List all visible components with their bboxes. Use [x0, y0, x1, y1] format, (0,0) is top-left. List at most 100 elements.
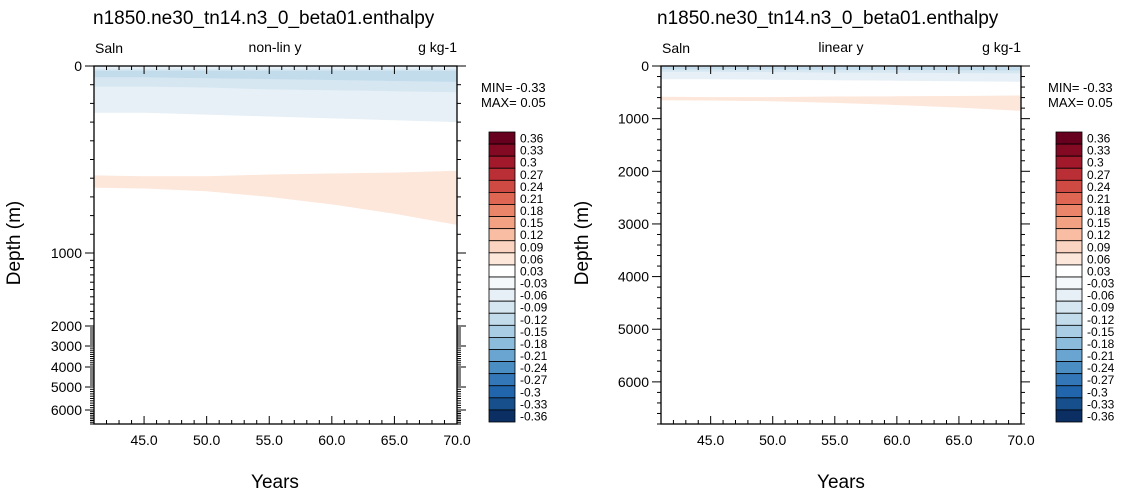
colorbar-label: 0.33 — [1087, 144, 1111, 158]
colorbar-swatch — [1055, 349, 1083, 362]
colorbar-swatch — [488, 192, 516, 205]
colorbar-label: 0.3 — [1087, 156, 1104, 170]
colorbar-swatch — [1055, 252, 1083, 266]
colorbar-label: -0.12 — [1087, 313, 1115, 327]
y-tick-label: 2000 — [618, 163, 649, 179]
colorbar-label: -0.09 — [1087, 301, 1115, 315]
colorbar-label: -0.24 — [1087, 361, 1115, 375]
colorbar-swatch — [1055, 276, 1083, 290]
min-label: MIN= -0.33 — [481, 80, 546, 95]
units-label: g kg-1 — [418, 39, 457, 55]
colorbar-swatch — [1055, 155, 1083, 169]
colorbar-swatch — [1055, 397, 1083, 411]
colorbar-label: -0.18 — [1087, 337, 1115, 351]
y-tick-label: 1000 — [51, 245, 82, 261]
colorbar-swatch — [1055, 228, 1083, 242]
y-axis-label: Depth (m) — [4, 201, 25, 285]
colorbar-swatch — [488, 373, 516, 387]
colorbar-swatch — [1055, 179, 1083, 193]
contour-band — [661, 95, 1021, 111]
colorbar-label: 0.24 — [1087, 180, 1111, 194]
colorbar-label: 0.18 — [1087, 204, 1111, 218]
colorbar-label: 0.09 — [520, 240, 544, 254]
colorbar-swatch — [1055, 240, 1083, 254]
y-tick-label: 3000 — [618, 216, 649, 232]
colorbar-label: 0.21 — [1087, 192, 1111, 206]
x-tick-label: 55.0 — [256, 432, 283, 448]
colorbar-label: 0.21 — [520, 192, 544, 206]
colorbar-swatch — [488, 143, 516, 157]
colorbar-label: -0.15 — [520, 325, 548, 339]
colorbar-label: -0.21 — [1087, 349, 1115, 363]
colorbar-swatch — [488, 397, 516, 411]
colorbar-swatch — [488, 324, 516, 338]
colorbar-label: 0.03 — [1087, 264, 1111, 278]
colorbar-swatch — [1055, 324, 1083, 338]
colorbar-label: 0.3 — [520, 156, 537, 170]
axis-mode-label: linear y — [818, 39, 863, 55]
colorbar-swatch — [488, 349, 516, 362]
colorbar-label: 0.12 — [520, 228, 544, 242]
colorbar-label: -0.24 — [520, 361, 548, 375]
axis-mode-label: non-lin y — [249, 39, 302, 55]
colorbar-swatch — [488, 300, 516, 314]
colorbar-label: -0.06 — [520, 289, 548, 303]
colorbar-swatch — [488, 204, 516, 217]
y-tick-label: 3000 — [51, 338, 82, 354]
colorbar-swatch — [488, 409, 516, 423]
x-tick-label: 60.0 — [318, 432, 345, 448]
colorbar-swatch — [1055, 312, 1083, 326]
colorbar-label: 0.27 — [520, 168, 544, 182]
colorbar-swatch — [1055, 361, 1083, 375]
colorbar-swatch — [1055, 300, 1083, 314]
colorbar-label: -0.18 — [520, 337, 548, 351]
max-label: MAX= 0.05 — [1048, 95, 1113, 110]
colorbar-label: -0.06 — [1087, 289, 1115, 303]
colorbar-swatch — [1055, 143, 1083, 157]
colorbar-swatch — [488, 337, 516, 350]
colorbar-swatch — [1055, 167, 1083, 181]
colorbar-label: -0.03 — [520, 277, 548, 291]
colorbar-label: 0.15 — [1087, 216, 1111, 230]
colorbar-label: -0.27 — [520, 373, 548, 387]
units-label: g kg-1 — [982, 39, 1021, 55]
colorbar-label: -0.33 — [1087, 397, 1115, 411]
colorbar-swatch — [1055, 373, 1083, 387]
plot-frame — [93, 65, 458, 425]
colorbar-swatch — [488, 155, 516, 169]
colorbar-label: -0.27 — [1087, 373, 1115, 387]
colorbar-swatch — [1055, 385, 1083, 399]
plot-frame — [660, 65, 1022, 425]
colorbar-label: 0.36 — [1087, 132, 1111, 146]
colorbar-label: 0.06 — [1087, 252, 1111, 266]
x-tick-label: 50.0 — [193, 432, 220, 448]
colorbar-label: 0.03 — [520, 264, 544, 278]
colorbar-label: 0.33 — [520, 144, 544, 158]
x-tick-label: 50.0 — [759, 432, 786, 448]
colorbar-swatch — [488, 312, 516, 326]
y-tick-label: 6000 — [618, 374, 649, 390]
colorbar-label: 0.24 — [520, 180, 544, 194]
colorbar-label: 0.15 — [520, 216, 544, 230]
colorbar-label: -0.33 — [520, 397, 548, 411]
colorbar-swatch — [1055, 192, 1083, 205]
colorbar-label: 0.09 — [1087, 240, 1111, 254]
colorbar-swatch — [488, 131, 516, 145]
x-tick-label: 45.0 — [697, 432, 724, 448]
y-tick-label: 5000 — [618, 321, 649, 337]
x-axis-label: Years — [251, 472, 299, 493]
colorbar-swatch — [488, 252, 516, 266]
y-tick-label: 0 — [74, 58, 82, 74]
contour-band — [94, 170, 457, 225]
colorbar-label: -0.03 — [1087, 277, 1115, 291]
colorbar-label: 0.36 — [520, 132, 544, 146]
colorbar-swatch — [1055, 264, 1083, 278]
plot-area: 45.0 50.0 55.0 60.0 65.0 70.0 0 1000 2000 3000 400… — [51, 58, 471, 448]
y-tick-label: 1000 — [618, 111, 649, 127]
y-tick-label: 0 — [641, 58, 649, 74]
x-tick-label: 70.0 — [1007, 432, 1034, 448]
colorbar-swatch — [488, 288, 516, 302]
colorbar: 0.360.330.30.270.240.210.180.150.120.090… — [488, 131, 548, 423]
max-label: MAX= 0.05 — [481, 95, 546, 110]
chart-title: n1850.ne30_tn14.n3_0_beta01.enthalpy — [93, 8, 435, 29]
